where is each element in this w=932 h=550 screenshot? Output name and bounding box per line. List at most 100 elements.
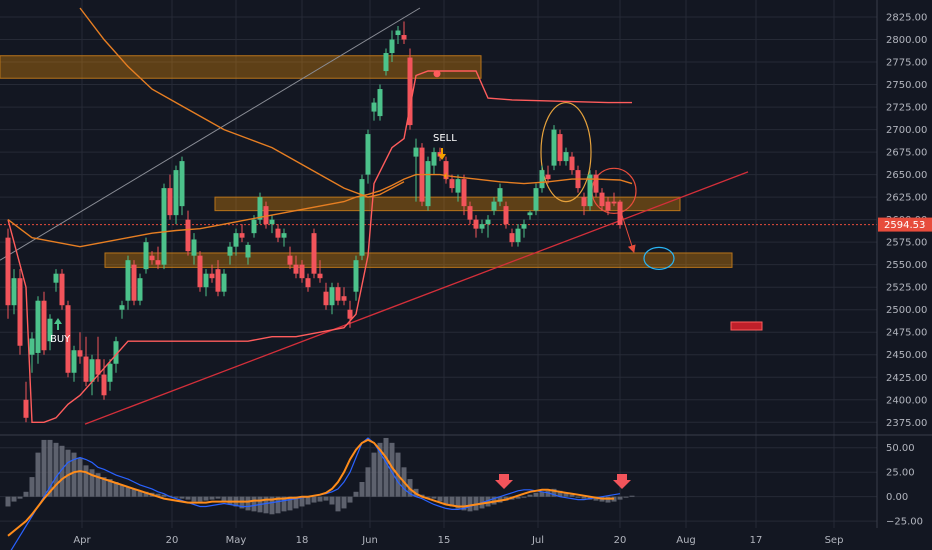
candle-body [47,318,53,342]
osc-histogram-bar [125,486,131,497]
osc-histogram-bar [113,482,119,497]
osc-histogram-bar [203,496,209,501]
osc-histogram-bar [485,496,491,507]
indicator-lines [7,7,633,423]
candle-body [305,278,311,288]
osc-histogram-bar [275,496,281,514]
candle-body [41,300,47,351]
candle-body [125,260,131,301]
osc-histogram-bar [287,496,293,511]
sell-marker-dot [433,70,441,78]
osc-histogram-bar [359,482,365,497]
osc-histogram-bar [269,496,275,515]
sell-label: SELL [433,133,457,144]
candle-body [425,161,431,207]
alert-box [730,321,763,331]
candle-body [323,291,329,306]
osc-histogram-bar [575,496,581,498]
time-tick-label: May [226,535,247,546]
osc-histogram-bar [449,496,455,507]
candle-body [353,260,359,292]
candle-body [5,237,11,306]
osc-histogram-bar [389,442,395,497]
candle-body [407,57,413,126]
price-tick-label: 2650.00 [886,170,927,181]
osc-histogram-bar [467,496,473,512]
candle-body [11,278,17,306]
candle-body [395,30,401,36]
candle-body [497,188,503,202]
osc-tick-label: 50.00 [886,443,915,454]
osc-histogram-bar [191,496,197,502]
osc-histogram-bar [569,494,575,497]
candle-body [131,264,137,301]
red-trendline [84,171,749,425]
osc-histogram-bar [197,496,203,502]
candle-body [503,206,509,225]
candle-body [95,359,101,375]
candle-body [251,219,257,234]
price-tick-label: 2525.00 [886,283,927,294]
price-tick-label: 2475.00 [886,328,927,339]
osc-histogram-bar [335,496,341,512]
osc-down-arrow-2 [613,474,631,489]
candle-body [485,219,491,225]
candle-body [521,224,527,229]
osc-tick-label: 0.00 [886,492,908,503]
candle-body [287,255,293,265]
candle-body [263,206,269,225]
candle-body [491,201,497,211]
osc-histogram-bar [59,445,65,497]
osc-histogram-bar [383,437,389,497]
price-tick-label: 2625.00 [886,193,927,204]
osc-histogram-bar [581,496,587,499]
candle-body [335,287,341,301]
candle-body [401,35,407,40]
candle-body [593,174,599,193]
candle-body [431,152,437,166]
osc-histogram-bar [539,491,545,497]
price-tick-label: 2400.00 [886,395,927,406]
oscillator-pane [5,437,635,550]
osc-histogram-bar [299,496,305,507]
candle-body [383,53,389,72]
candle-body [107,363,113,382]
candlestick-series [5,21,623,423]
osc-histogram-bar [629,495,635,497]
candle-body [389,39,395,54]
osc-histogram-bar [137,490,143,497]
candle-body [515,228,521,243]
target-ellipse-blue [643,246,675,270]
osc-histogram-bar [119,484,125,497]
sell-arrow-icon [438,148,446,160]
candle-body [587,174,593,207]
osc-histogram-bar [533,492,539,497]
candle-body [215,269,221,292]
candle-body [143,242,149,270]
candle-body [239,233,245,238]
buy-arrow-icon [54,318,62,330]
candle-body [119,305,125,310]
osc-down-arrow-1 [495,474,513,489]
osc-histogram-bar [341,496,347,509]
osc-histogram-bar [71,452,77,497]
osc-histogram-bar [377,442,383,497]
osc-histogram-bar [5,496,11,507]
time-tick-label: Apr [73,535,91,546]
osc-histogram-bar [23,491,29,497]
candle-body [377,89,383,117]
candle-body [473,219,479,229]
osc-histogram-bar [95,473,101,497]
candle-body [113,341,119,364]
osc-histogram-bar [41,439,47,497]
last-price-badge [878,217,932,232]
candle-body [293,264,299,274]
candle-body [461,179,467,207]
candle-body [509,233,515,243]
osc-histogram-bar [521,496,527,498]
candle-body [53,273,59,283]
osc-histogram-bar [185,496,191,500]
osc-histogram-bar [209,496,215,500]
candle-body [185,219,191,252]
candle-body [101,374,107,396]
